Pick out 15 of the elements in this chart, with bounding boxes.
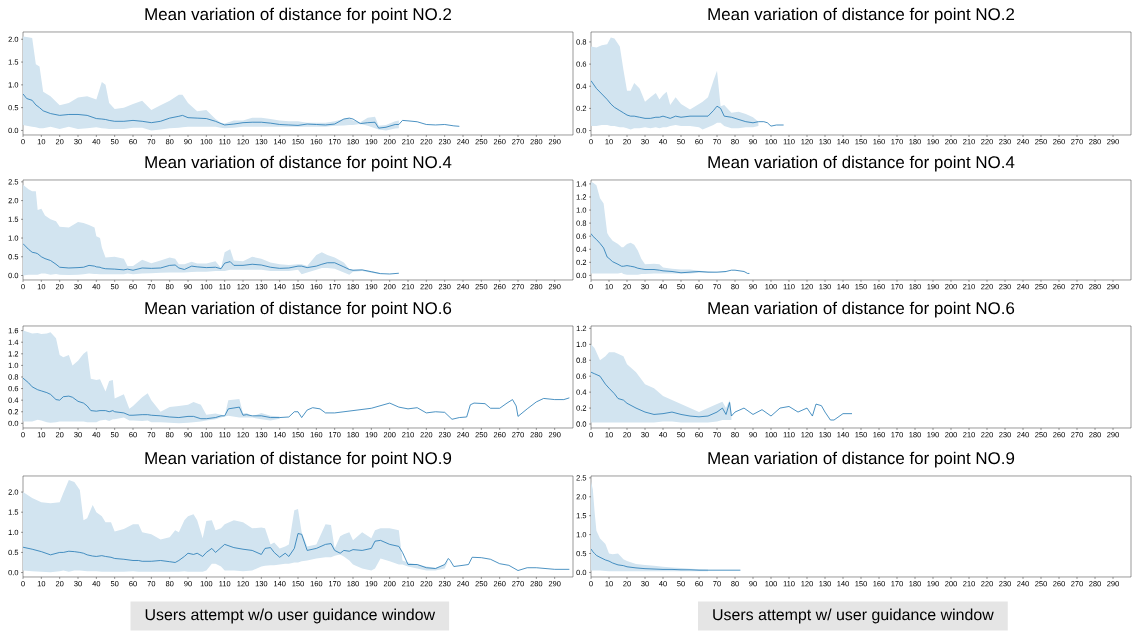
- line-series: [23, 533, 570, 571]
- line-series: [591, 371, 853, 421]
- chart-title: Mean variation of distance for point NO.4: [145, 155, 452, 172]
- chart-title: Mean variation of distance for point NO.6: [145, 301, 452, 318]
- line-series: [23, 377, 570, 420]
- chart-title: Mean variation of distance for point NO.6: [708, 301, 1015, 318]
- line-series: [23, 243, 400, 275]
- chart-title: Mean variation of distance for point NO.4: [708, 155, 1015, 172]
- chart-title: Mean variation of distance for point NO.2: [708, 7, 1015, 24]
- chart-title: Mean variation of distance for point NO.2: [145, 7, 452, 24]
- text: Users attempt w/ user guidance window: [713, 608, 994, 624]
- chart-title: Mean variation of distance for point NO.9: [145, 451, 452, 468]
- text: Users attempt w/o user guidance window: [145, 608, 436, 624]
- line-series: [23, 93, 460, 129]
- chart-title: Mean variation of distance for point NO.9: [708, 451, 1015, 468]
